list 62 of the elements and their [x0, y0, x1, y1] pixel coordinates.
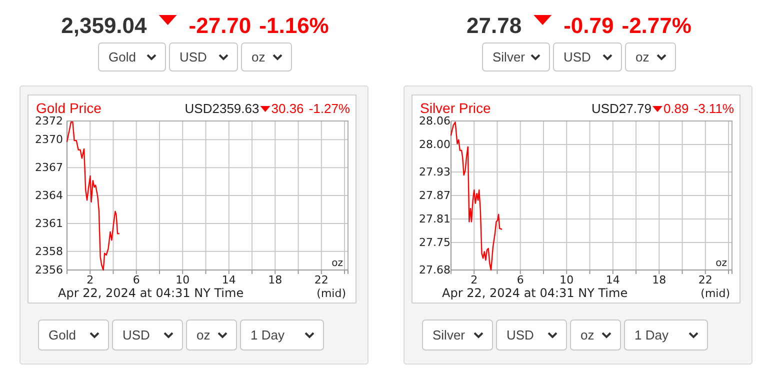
- dropdown[interactable]: oz: [241, 42, 292, 72]
- text: 0.89: [663, 101, 689, 116]
- chart-title: Gold Price: [36, 100, 102, 116]
- text: Apr 22, 2024 at 04:31 NY Time: [58, 286, 244, 300]
- y-tick-label: 27.75: [419, 236, 450, 250]
- text: (mid): [700, 287, 730, 300]
- text: USD27.79: [591, 101, 652, 116]
- x-tick-label: 10: [560, 274, 574, 287]
- dropdown[interactable]: Silver: [482, 42, 550, 72]
- y-tick-label: 27.68: [419, 264, 450, 277]
- x-tick-label: 6: [132, 274, 140, 287]
- x-tick-label: 22: [314, 274, 328, 287]
- line-series: [66, 121, 120, 271]
- text: -3.11%: [694, 101, 734, 116]
- x-tick-label: 2: [470, 274, 478, 287]
- x-tick-label: 6: [516, 274, 524, 287]
- chart-title: Silver Price: [420, 100, 492, 116]
- dropdown[interactable]: Silver: [422, 320, 493, 350]
- y-tick-label: 2358: [35, 244, 63, 258]
- dropdown[interactable]: USD: [169, 42, 238, 72]
- dropdown[interactable]: Gold: [38, 320, 109, 350]
- y-tick-label: 2361: [35, 216, 63, 230]
- text: USD2359.63: [184, 101, 260, 116]
- y-tick-label: 2356: [35, 264, 63, 277]
- dropdown[interactable]: oz: [625, 42, 676, 72]
- text: -2.77%: [622, 13, 692, 38]
- dropdown[interactable]: USD: [496, 320, 567, 350]
- text: 27.78: [466, 13, 522, 38]
- line-series: [450, 122, 502, 271]
- x-tick-label: 14: [606, 274, 620, 287]
- text: 30.36: [271, 101, 304, 116]
- dropdown[interactable]: 1 Day: [624, 320, 708, 350]
- text: -0.79: [564, 13, 614, 38]
- y-tick-label: 28.06: [419, 114, 450, 128]
- dropdown[interactable]: USD: [553, 42, 622, 72]
- x-tick-label: 2: [86, 274, 94, 287]
- dropdown[interactable]: oz: [570, 320, 621, 350]
- y-tick-label: 27.93: [419, 165, 450, 178]
- dropdown[interactable]: 1 Day: [240, 320, 324, 350]
- y-tick-label: 27.81: [419, 212, 450, 226]
- text: 2,359.04: [61, 13, 148, 38]
- text: (mid): [316, 287, 346, 300]
- y-tick-label: 2370: [35, 133, 63, 146]
- annotation: oz: [332, 258, 343, 269]
- y-tick-label: 28.00: [419, 138, 450, 152]
- x-tick-label: 18: [268, 274, 282, 287]
- text: -1.27%: [308, 101, 350, 116]
- x-tick-label: 22: [698, 274, 712, 287]
- y-tick-label: 2367: [35, 161, 63, 174]
- text: -1.16%: [259, 13, 329, 38]
- x-tick-label: 10: [176, 274, 190, 287]
- y-tick-label: 27.87: [419, 189, 450, 202]
- annotation: oz: [716, 258, 727, 269]
- dropdown[interactable]: oz: [186, 320, 237, 350]
- text: -27.70: [188, 13, 252, 38]
- dropdown[interactable]: USD: [112, 320, 183, 350]
- dropdown[interactable]: Gold: [98, 42, 166, 72]
- text: Apr 22, 2024 at 04:31 NY Time: [442, 286, 628, 300]
- x-tick-label: 18: [652, 274, 666, 287]
- y-tick-label: 2372: [35, 114, 63, 128]
- x-tick-label: 14: [222, 274, 236, 287]
- y-tick-label: 2364: [35, 189, 63, 202]
